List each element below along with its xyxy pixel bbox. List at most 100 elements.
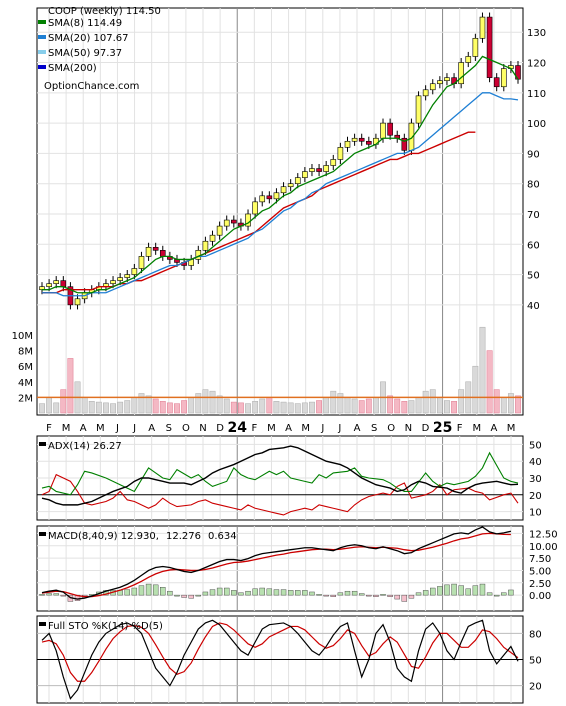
x-tick-label: A [285, 423, 292, 434]
x-tick-label: D [422, 423, 430, 434]
candle-body [259, 195, 266, 203]
macd-histogram-bar [444, 584, 450, 596]
macd-histogram-bar [145, 583, 152, 596]
legend-swatch [38, 35, 46, 39]
volume-bar [394, 398, 401, 414]
candle-body [472, 37, 479, 57]
volume-bar [238, 402, 244, 414]
x-tick-label: D [216, 423, 224, 434]
macd-histogram-bar [366, 594, 372, 597]
x-tick-label: S [166, 423, 172, 434]
candle-body [273, 192, 280, 200]
macd-histogram-bar [359, 593, 365, 596]
volume-bar [103, 402, 109, 414]
legend-swatch [38, 65, 46, 69]
macd-histogram-bar [295, 590, 301, 596]
macd-histogram-bar [323, 594, 329, 597]
macd-histogram-bar [124, 589, 130, 596]
candle-body [500, 68, 507, 88]
candle-body [422, 89, 429, 97]
volume-bar [493, 389, 500, 414]
macd-histogram-bar [451, 583, 457, 596]
volume-bar [330, 390, 337, 414]
candle-body [366, 140, 372, 145]
candle-body [323, 165, 329, 172]
panel-legend-swatch [39, 532, 46, 536]
volume-bar [145, 395, 152, 414]
volume-bar [181, 400, 188, 414]
macd-histogram-bar [46, 593, 52, 596]
candle-body [138, 256, 145, 269]
volume-bar [422, 390, 429, 414]
macd-line [41, 526, 512, 600]
candle-body [231, 219, 237, 224]
macd-histogram-bar [174, 594, 180, 597]
candle-body [195, 250, 202, 260]
candle-body [337, 147, 344, 160]
macd-histogram-bar [337, 592, 344, 596]
candle-body [124, 274, 131, 278]
macd-histogram-bar [430, 587, 436, 596]
candle-body [316, 168, 322, 172]
volume-bar [81, 397, 88, 414]
candle-body [309, 168, 315, 172]
volume-bar [365, 398, 372, 414]
price-tick-label: 110 [527, 89, 546, 100]
x-tick-label: O [182, 423, 190, 434]
candle-body [280, 186, 287, 194]
x-tick-label: M [62, 423, 71, 434]
macd-histogram-bar [344, 590, 351, 596]
candle-body [437, 80, 443, 85]
x-tick-label: N [199, 423, 206, 434]
volume-bar [337, 393, 344, 414]
volume-tick-label: 2M [18, 393, 33, 404]
price-tick-label: 50 [527, 271, 540, 282]
macd-tick-label: 10.00 [529, 542, 558, 553]
adx-tick-label: 50 [529, 440, 542, 451]
adx-tick-label: 10 [529, 508, 542, 519]
candle-body [401, 137, 408, 151]
price-tick-label: 90 [527, 149, 540, 160]
volume-bar [188, 397, 195, 414]
x-tick-label: J [337, 423, 341, 434]
adx-line [41, 445, 519, 506]
macd-histogram-bar [39, 594, 45, 596]
candle-body [344, 140, 351, 148]
volume-bar [472, 365, 479, 414]
macd-histogram-bar [486, 592, 493, 596]
macd-histogram-bar [245, 590, 251, 596]
macd-signal-line [41, 532, 511, 598]
macd-histogram-bar [252, 588, 258, 596]
macd-histogram-bar [259, 587, 265, 596]
candle-body [60, 280, 67, 287]
macd-histogram-bar [60, 594, 67, 597]
macd-histogram-bar [351, 590, 358, 596]
volume-bar [387, 395, 394, 414]
candle-body [202, 240, 209, 251]
volume-bar [358, 400, 365, 414]
candle-body [145, 247, 152, 257]
volume-bar [323, 397, 330, 414]
candle-body [465, 56, 472, 63]
macd-histogram-bar [224, 587, 230, 596]
volume-tick-label: 8M [18, 347, 33, 358]
candle-body [493, 77, 500, 88]
macd-histogram-bar [160, 587, 166, 596]
legend-entry: SMA(20) 107.67 [48, 33, 129, 44]
candle-body [53, 280, 60, 284]
price-tick-label: 70 [527, 210, 540, 221]
candle-body [415, 95, 422, 124]
volume-bar [252, 401, 259, 414]
macd-histogram-bar [330, 594, 336, 597]
stoch-tick-label: 50 [529, 656, 542, 667]
x-tick-label: A [148, 423, 155, 434]
x-tick-label: S [371, 423, 377, 434]
x-tick-label: M [96, 423, 105, 434]
volume-bar [401, 401, 408, 414]
macd-histogram-bar [152, 584, 159, 596]
panel-legend-swatch [39, 442, 46, 446]
macd-histogram-bar [266, 588, 273, 596]
candle-body [131, 268, 138, 275]
volume-bar [209, 390, 216, 414]
macd-tick-label: 7.50 [529, 554, 551, 565]
